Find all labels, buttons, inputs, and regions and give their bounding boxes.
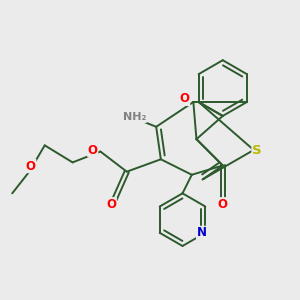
Text: O: O [106, 198, 116, 211]
Text: O: O [26, 160, 36, 172]
Text: N: N [196, 226, 207, 239]
Text: O: O [218, 198, 228, 211]
Text: S: S [252, 143, 262, 157]
Text: O: O [180, 92, 190, 105]
Text: O: O [88, 143, 98, 157]
Text: NH₂: NH₂ [123, 112, 146, 122]
